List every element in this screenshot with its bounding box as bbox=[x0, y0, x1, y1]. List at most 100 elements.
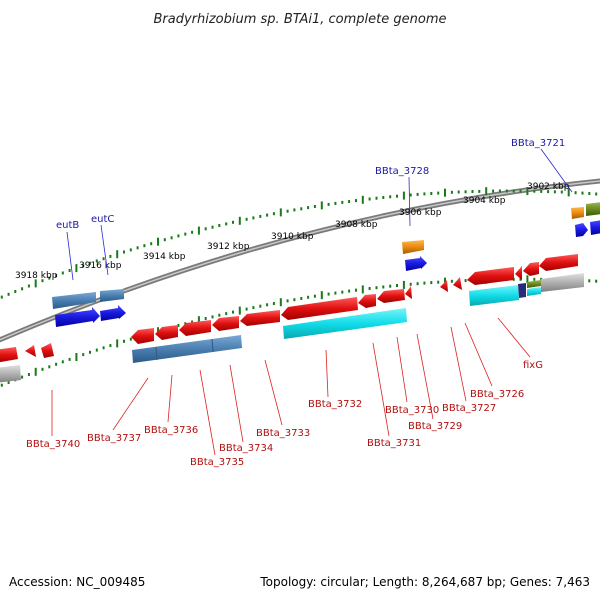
scale-minor-tick bbox=[464, 279, 467, 283]
accession-text: Accession: NC_009485 bbox=[9, 575, 145, 589]
gene-BBta_3721-blue[interactable] bbox=[575, 223, 588, 237]
forward-genes bbox=[52, 202, 600, 327]
scale-minor-tick bbox=[457, 190, 460, 194]
scale-minor-tick bbox=[163, 238, 166, 242]
label-BBta_3737[interactable]: BBta_3737 bbox=[87, 433, 141, 444]
gene-navy-small[interactable] bbox=[518, 283, 526, 298]
scale-minor-tick bbox=[21, 375, 24, 379]
gene-BBta_3735[interactable] bbox=[179, 320, 211, 336]
scale-minor-tick bbox=[218, 224, 221, 227]
gene-BBta_3731[interactable] bbox=[358, 294, 376, 308]
gene-cyan-lower[interactable] bbox=[283, 308, 407, 339]
scale-minor-tick bbox=[150, 242, 153, 246]
gene-BBta_3740[interactable] bbox=[0, 347, 18, 363]
label-BBta_3740[interactable]: BBta_3740 bbox=[26, 439, 80, 450]
scale-minor-tick bbox=[272, 212, 275, 216]
scale-minor-tick bbox=[430, 192, 433, 195]
gene-BBta_3732[interactable] bbox=[281, 297, 358, 320]
genome-title: Bradyrhizobium sp. BTAi1, complete genom… bbox=[153, 12, 446, 27]
scale-minor-tick bbox=[498, 189, 501, 193]
scale-major-tick bbox=[526, 275, 529, 284]
gene-steel-lower[interactable] bbox=[132, 335, 242, 363]
scale-minor-tick bbox=[204, 317, 207, 320]
scale-minor-tick bbox=[55, 362, 58, 366]
scale-minor-tick bbox=[252, 306, 255, 310]
gene-BBta_3726[interactable] bbox=[467, 267, 514, 285]
scale-major-tick bbox=[75, 353, 78, 361]
label-BBta_3733[interactable]: BBta_3733 bbox=[256, 428, 310, 439]
gene-BBta_3729[interactable] bbox=[405, 286, 412, 299]
gene-grey-left[interactable] bbox=[0, 365, 21, 383]
label-BBta_3729[interactable]: BBta_3729 bbox=[408, 421, 462, 432]
label-eutC[interactable]: eutC bbox=[91, 214, 114, 225]
scale-minor-tick bbox=[471, 190, 474, 193]
label-BBta_3726[interactable]: BBta_3726 bbox=[470, 389, 524, 400]
scale-minor-tick bbox=[313, 205, 316, 208]
gene-small-red[interactable] bbox=[453, 277, 462, 290]
label-BBta_3730[interactable]: BBta_3730 bbox=[385, 405, 439, 416]
gene-BBta_3733[interactable] bbox=[240, 310, 280, 326]
scale-minor-tick bbox=[313, 294, 316, 298]
gene-BBta_3727[interactable] bbox=[440, 280, 448, 292]
gene-BBta_3736[interactable] bbox=[155, 325, 178, 340]
scale-label: 3906 kbp bbox=[399, 208, 442, 218]
scale-minor-tick bbox=[588, 279, 591, 283]
label-BBta_3728[interactable]: BBta_3728 bbox=[375, 166, 429, 177]
scale-minor-tick bbox=[286, 299, 289, 303]
label-BBta_3721[interactable]: BBta_3721 bbox=[511, 138, 565, 149]
gene-BBta_3728[interactable] bbox=[402, 240, 424, 254]
gene-BBta_3721-blue2[interactable] bbox=[590, 220, 600, 235]
scale-major-tick bbox=[34, 279, 37, 288]
scale-minor-tick bbox=[341, 200, 344, 204]
scale-minor-tick bbox=[48, 365, 51, 369]
gene-BBta_3734[interactable] bbox=[212, 316, 239, 331]
gene-BBta_3728-blue[interactable] bbox=[405, 256, 427, 271]
scale-minor-tick bbox=[450, 279, 453, 283]
scale-major-tick bbox=[402, 191, 405, 200]
scale-minor-tick bbox=[327, 292, 330, 296]
gene-cyan-small[interactable] bbox=[527, 287, 541, 296]
scale-minor-tick bbox=[266, 213, 269, 217]
label-BBta_3735[interactable]: BBta_3735 bbox=[190, 457, 244, 468]
gene-BBta_3737[interactable] bbox=[131, 328, 154, 344]
scale-minor-tick bbox=[437, 191, 440, 195]
gene-small-red[interactable] bbox=[41, 343, 54, 358]
gene-BBta_3730[interactable] bbox=[377, 289, 405, 303]
scale-minor-tick bbox=[355, 288, 357, 292]
gene-eutC-blue[interactable] bbox=[100, 305, 126, 321]
gene-red-right[interactable] bbox=[539, 254, 578, 271]
scale-minor-tick bbox=[0, 383, 3, 387]
gene-BBta_3721[interactable] bbox=[571, 207, 584, 219]
scale-minor-tick bbox=[450, 190, 453, 194]
label-BBta_3731[interactable]: BBta_3731 bbox=[367, 438, 421, 449]
scale-major-tick bbox=[485, 187, 488, 196]
scale-label: 3908 kbp bbox=[335, 220, 378, 230]
gene-olive-small[interactable] bbox=[527, 280, 541, 288]
scale-minor-tick bbox=[7, 381, 10, 384]
scale-minor-tick bbox=[143, 244, 146, 248]
gene-small-red[interactable] bbox=[25, 345, 36, 357]
gene-small-red[interactable] bbox=[515, 266, 522, 280]
label-BBta_3727[interactable]: BBta_3727 bbox=[442, 403, 496, 414]
gene-BBta_3721-olive[interactable] bbox=[586, 202, 600, 216]
scale-minor-tick bbox=[382, 196, 385, 199]
label-eutB[interactable]: eutB bbox=[56, 220, 79, 231]
scale-major-tick bbox=[361, 285, 364, 294]
label-BBta_3734[interactable]: BBta_3734 bbox=[219, 443, 273, 454]
gene-eutC[interactable] bbox=[100, 289, 124, 302]
scale-minor-tick bbox=[519, 189, 522, 193]
scale-minor-tick bbox=[232, 220, 234, 224]
scale-minor-tick bbox=[588, 192, 591, 195]
label-BBta_3736[interactable]: BBta_3736 bbox=[144, 425, 198, 436]
gene-eutB-blue[interactable] bbox=[55, 307, 100, 327]
gene-cyan-right[interactable] bbox=[469, 285, 519, 306]
scale-major-tick bbox=[526, 187, 529, 196]
scale-minor-tick bbox=[430, 281, 433, 285]
label-BBta_3732[interactable]: BBta_3732 bbox=[308, 399, 362, 410]
gene-grey-right[interactable] bbox=[541, 273, 584, 292]
label-fixG[interactable]: fixG bbox=[523, 360, 543, 371]
gene-eutB[interactable] bbox=[52, 292, 96, 309]
scale-minor-tick bbox=[89, 350, 91, 354]
scale-minor-tick bbox=[225, 222, 228, 226]
gene-fixG[interactable] bbox=[523, 262, 539, 276]
